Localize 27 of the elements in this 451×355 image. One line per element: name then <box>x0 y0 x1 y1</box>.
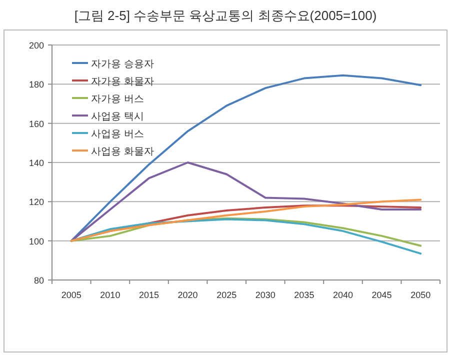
legend-label: 사업용 화물자 <box>91 146 154 158</box>
y-tick-label: 120 <box>28 197 44 208</box>
y-tick-label: 200 <box>28 40 44 50</box>
line-series <box>70 74 422 242</box>
y-tick-label: 100 <box>28 236 44 246</box>
x-tick-label: 2010 <box>100 290 120 300</box>
y-tick-label: 180 <box>28 80 44 90</box>
x-tick-label: 2030 <box>255 290 276 300</box>
x-tick-label: 2050 <box>410 290 431 300</box>
y-tick-label: 80 <box>34 276 44 286</box>
x-tick-label: 2025 <box>216 290 237 300</box>
x-tick-label: 2020 <box>178 290 198 300</box>
x-tick-label: 2040 <box>332 290 354 300</box>
chart-title: [그림 2-5] 수송부문 육상교통의 최종수요(2005=100) <box>74 8 377 23</box>
y-tick-label: 160 <box>28 118 44 129</box>
x-tick-label: 2015 <box>138 290 160 300</box>
legend-label: 자가용 승용자 <box>91 59 154 70</box>
x-tick-label: 2035 <box>294 290 314 300</box>
line-series <box>70 162 422 242</box>
x-tick-label: 2005 <box>61 290 82 300</box>
legend-label: 사업용 버스 <box>91 129 144 140</box>
y-tick-label: 140 <box>28 158 44 168</box>
legend-label: 사업용 택시 <box>91 112 144 122</box>
line-series <box>70 218 422 255</box>
legend-label: 자가용 화물자 <box>91 76 154 88</box>
x-tick-label: 2045 <box>372 290 392 300</box>
legend-label: 자가용 버스 <box>91 94 144 105</box>
